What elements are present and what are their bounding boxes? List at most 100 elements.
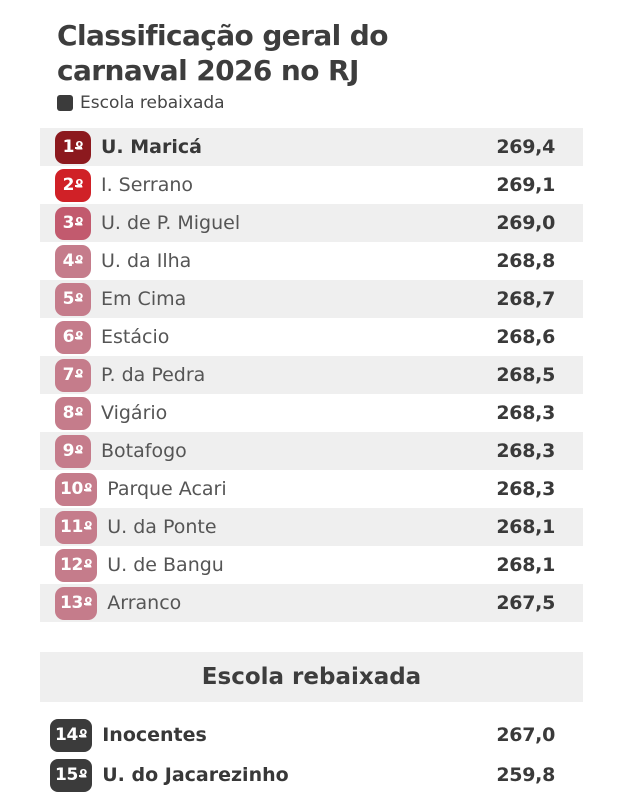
ranking-row: 15 º U. do Jacarezinho 259,8 bbox=[40, 755, 583, 795]
rank-ordinal: º bbox=[75, 290, 84, 308]
page-title: Classificação geral do carnaval 2026 no … bbox=[57, 18, 640, 88]
rank-ordinal: º bbox=[84, 518, 93, 536]
school-name: Parque Acari bbox=[107, 478, 227, 500]
school-score: 268,1 bbox=[496, 554, 555, 576]
school-name: U. da Ponte bbox=[107, 516, 217, 538]
rank-number: 7 bbox=[62, 365, 75, 385]
rank-number: 11 bbox=[60, 517, 84, 537]
page-title-line-2: carnaval 2026 no RJ bbox=[57, 54, 359, 87]
rank-number: 2 bbox=[62, 175, 75, 195]
school-score: 269,0 bbox=[496, 212, 555, 234]
school-score: 259,8 bbox=[496, 764, 555, 786]
rank-ordinal: º bbox=[79, 766, 88, 784]
rank-ordinal: º bbox=[84, 480, 93, 498]
school-name: Arranco bbox=[107, 592, 182, 614]
rank-number: 6 bbox=[62, 327, 75, 347]
rank-ordinal: º bbox=[84, 594, 93, 612]
school-score: 268,6 bbox=[496, 326, 555, 348]
rank-ordinal: º bbox=[75, 138, 84, 156]
school-score: 268,8 bbox=[496, 250, 555, 272]
carnival-ranking-infographic: Classificação geral do carnaval 2026 no … bbox=[0, 18, 640, 801]
school-name: Botafogo bbox=[101, 440, 187, 462]
school-name: Inocentes bbox=[102, 724, 207, 746]
school-score: 268,3 bbox=[496, 440, 555, 462]
school-name: Estácio bbox=[101, 326, 170, 348]
rank-number: 13 bbox=[60, 593, 84, 613]
rank-badge: 11 º bbox=[55, 510, 98, 544]
rank-ordinal: º bbox=[84, 556, 93, 574]
rank-ordinal: º bbox=[75, 404, 84, 422]
rank-number: 3 bbox=[62, 213, 75, 233]
ranking-row: 13 º Arranco 267,5 bbox=[40, 584, 583, 622]
rank-ordinal: º bbox=[75, 252, 84, 270]
school-score: 268,3 bbox=[496, 478, 555, 500]
rank-ordinal: º bbox=[75, 442, 84, 460]
relegated-section-header: Escola rebaixada bbox=[40, 652, 583, 702]
school-name: U. de P. Miguel bbox=[101, 212, 241, 234]
rank-ordinal: º bbox=[75, 328, 84, 346]
legend-label: Escola rebaixada bbox=[80, 93, 225, 113]
relegated-list: 14 º Inocentes 267,0 15 º U. do Jacarezinh… bbox=[40, 715, 583, 795]
school-score: 269,1 bbox=[496, 174, 555, 196]
rank-number: 10 bbox=[60, 479, 84, 499]
legend: Escola rebaixada bbox=[57, 93, 640, 113]
school-score: 267,0 bbox=[496, 724, 555, 746]
rank-badge: 10 º bbox=[55, 472, 98, 506]
rank-badge: 13 º bbox=[55, 586, 98, 620]
rank-ordinal: º bbox=[79, 726, 88, 744]
school-name: U. do Jacarezinho bbox=[102, 764, 289, 786]
school-name: P. da Pedra bbox=[101, 364, 206, 386]
school-name: U. Maricá bbox=[101, 136, 202, 158]
relegated-swatch-icon bbox=[57, 95, 73, 111]
school-name: I. Serrano bbox=[101, 174, 194, 196]
relegated-section-title: Escola rebaixada bbox=[201, 664, 422, 690]
school-name: Vigário bbox=[101, 402, 168, 424]
rank-ordinal: º bbox=[75, 176, 84, 194]
rank-badge: 15 º bbox=[50, 758, 93, 792]
school-score: 268,3 bbox=[496, 402, 555, 424]
rank-number: 12 bbox=[60, 555, 84, 575]
school-score: 268,5 bbox=[496, 364, 555, 386]
ranking-row: 12 º U. de Bangu 268,1 bbox=[40, 546, 583, 584]
school-name: U. da Ilha bbox=[101, 250, 192, 272]
rank-number: 1 bbox=[62, 137, 75, 157]
rank-badge: 12 º bbox=[55, 548, 98, 582]
rank-number: 14 bbox=[55, 725, 79, 745]
ranking-row: 14 º Inocentes 267,0 bbox=[40, 715, 583, 755]
rank-badge: 14 º bbox=[50, 718, 93, 752]
school-name: Em Cima bbox=[101, 288, 187, 310]
rank-number: 8 bbox=[62, 403, 75, 423]
school-name: U. de Bangu bbox=[107, 554, 224, 576]
rank-number: 4 bbox=[62, 251, 75, 271]
rank-ordinal: º bbox=[75, 366, 84, 384]
rank-number: 15 bbox=[55, 765, 79, 785]
rank-number: 5 bbox=[62, 289, 75, 309]
school-score: 268,1 bbox=[496, 516, 555, 538]
ranking-row: 10 º Parque Acari 268,3 bbox=[40, 470, 583, 508]
school-score: 269,4 bbox=[496, 136, 555, 158]
school-score: 268,7 bbox=[496, 288, 555, 310]
page-title-line-1: Classificação geral do bbox=[57, 19, 388, 52]
ranking-row: 11 º U. da Ponte 268,1 bbox=[40, 508, 583, 546]
rank-number: 9 bbox=[62, 441, 75, 461]
school-score: 267,5 bbox=[496, 592, 555, 614]
